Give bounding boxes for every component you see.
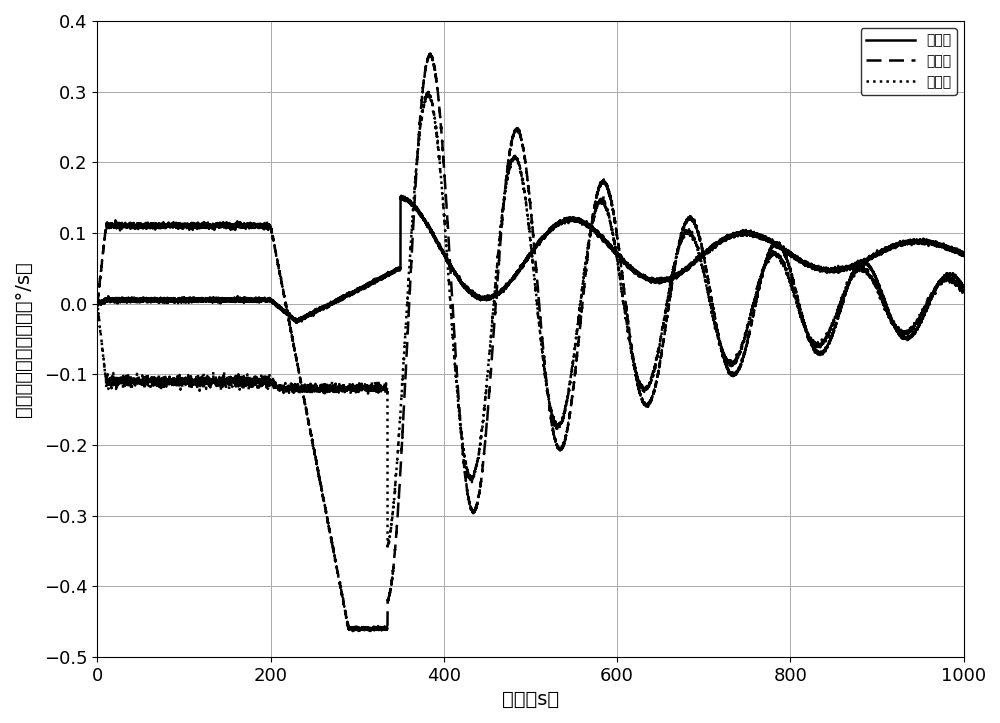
滚动轴 (515, 264, 527, 273)
俥仰轴 (95, 265, 107, 273)
俥仰轴 (91, 299, 103, 307)
偏航轴 (127, 377, 139, 385)
Line: 俥仰轴: 俥仰轴 (97, 54, 964, 631)
偏航轴 (423, 87, 435, 96)
俥仰轴 (261, 221, 273, 230)
滚动轴 (958, 250, 970, 259)
偏航轴 (143, 376, 155, 385)
偏航轴 (515, 169, 527, 178)
偏航轴 (95, 334, 107, 343)
俥仰轴 (347, 627, 359, 636)
滚动轴 (261, 296, 273, 304)
滚动轴 (395, 192, 407, 200)
Line: 偏航轴: 偏航轴 (97, 92, 964, 549)
滚动轴 (912, 236, 924, 245)
偏航轴 (912, 316, 924, 325)
偏航轴 (261, 377, 273, 385)
滚动轴 (290, 318, 302, 327)
Line: 滚动轴: 滚动轴 (97, 196, 964, 322)
Legend: 滚动轴, 俥仰轴, 偏航轴: 滚动轴, 俥仰轴, 偏航轴 (861, 27, 957, 95)
滚动轴 (127, 296, 139, 305)
偏航轴 (382, 545, 394, 554)
俥仰轴 (515, 134, 527, 143)
滚动轴 (95, 296, 107, 305)
俥仰轴 (143, 222, 155, 231)
偏航轴 (91, 300, 103, 309)
Y-axis label: 惯性系下姿态角速度（°/s）: 惯性系下姿态角速度（°/s） (14, 261, 33, 416)
俥仰轴 (424, 49, 436, 58)
俥仰轴 (127, 221, 139, 230)
俥仰轴 (958, 283, 970, 291)
俥仰轴 (912, 322, 924, 330)
X-axis label: 时间（s）: 时间（s） (502, 690, 559, 709)
滚动轴 (143, 296, 155, 304)
滚动轴 (91, 299, 103, 307)
偏航轴 (958, 291, 970, 299)
